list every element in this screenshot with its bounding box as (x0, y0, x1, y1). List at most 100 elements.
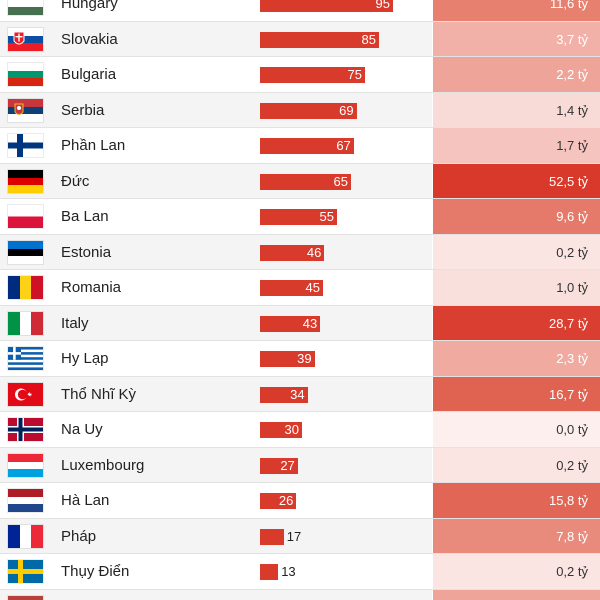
amount-cell: 11,6 tỷ (432, 0, 600, 21)
table-row (0, 589, 600, 600)
amount-value: 3,7 tỷ (556, 31, 588, 47)
amount-cell: 0,2 tỷ (432, 447, 600, 482)
poland-flag-icon (8, 205, 43, 228)
country-name: Phần Lan (61, 137, 126, 154)
table-row: Hungary 95 11,6 tỷ (0, 0, 600, 22)
amount-value: 7,8 tỷ (556, 528, 588, 544)
bar-value-label: 17 (286, 528, 302, 544)
bar-mark (260, 209, 337, 225)
amount-cell: 15,8 tỷ (432, 483, 600, 518)
amount-value: 0,2 tỷ (556, 244, 588, 260)
country-name: Thụy Điển (61, 563, 130, 580)
bar-mark (260, 528, 284, 545)
amount-cell: 0,2 tỷ (432, 554, 600, 589)
bar-mark (260, 564, 279, 580)
table-row: Ba Lan 55 9,6 tỷ (0, 199, 600, 235)
amount-value: 16,7 tỷ (548, 386, 588, 402)
country-name: Đức (61, 172, 90, 190)
bar-value-label: 85 (361, 31, 376, 47)
table-row: Slovakia 85 3,7 tỷ (0, 21, 600, 57)
bar-mark (260, 386, 308, 403)
amount-value: 11,6 tỷ (549, 0, 588, 11)
amount-cell: 3,7 tỷ (432, 21, 600, 56)
amount-value: 2,3 tỷ (556, 351, 588, 366)
bar-value-label: 45 (305, 280, 320, 295)
bar-mark (260, 351, 315, 367)
amount-value: 9,6 tỷ (556, 209, 588, 224)
greece-flag-icon (8, 347, 43, 370)
amount-value: 15,8 tỷ (548, 493, 588, 508)
amount-cell: 28,7 tỷ (432, 305, 600, 340)
bar-mark (260, 138, 354, 154)
serbia-flag-icon (8, 98, 43, 122)
bar-mark (260, 244, 325, 261)
romania-flag-icon (8, 276, 43, 299)
bar-mark (260, 457, 298, 474)
bar-value-label: 65 (333, 173, 348, 189)
bar-value-label: 95 (375, 0, 390, 11)
table-row: Luxembourg 27 0,2 tỷ (0, 447, 600, 483)
amount-cell (432, 589, 600, 600)
amount-cell: 1,7 tỷ (432, 128, 600, 163)
table-row: Estonia 46 0,2 tỷ (0, 234, 600, 270)
bar-value-label: 67 (336, 138, 351, 153)
amount-cell: 16,7 tỷ (432, 376, 600, 411)
table-row: Serbia 69 1,4 tỷ (0, 92, 600, 128)
amount-value: 28,7 tỷ (548, 315, 588, 331)
turkey-flag-icon (8, 382, 43, 406)
amount-value: 0,0 tỷ (556, 422, 588, 437)
bar-mark (260, 280, 323, 296)
amount-cell: 2,3 tỷ (432, 341, 600, 376)
bar-mark (260, 315, 321, 332)
table-row: Hà Lan 26 15,8 tỷ (0, 483, 600, 519)
table-row: Thụy Điển 13 0,2 tỷ (0, 554, 600, 590)
country-name: Estonia (61, 243, 112, 261)
slovakia-flag-icon (8, 27, 43, 51)
country-name: Ba Lan (61, 208, 109, 225)
amount-value: 1,7 tỷ (556, 138, 588, 153)
bar-value-label: 26 (278, 493, 294, 508)
finland-flag-icon (8, 134, 43, 157)
country-name: Romania (61, 279, 122, 296)
bar-mark (260, 422, 302, 438)
bar-value-label: 39 (297, 351, 312, 366)
country-name: Hà Lan (61, 492, 110, 509)
table-row: Thổ Nhĩ Kỳ 34 16,7 tỷ (0, 376, 600, 412)
table-row: Na Uy 30 0,0 tỷ (0, 412, 600, 448)
bar-mark (260, 493, 297, 509)
table-row: Italy 43 28,7 tỷ (0, 305, 600, 341)
germany-flag-icon (8, 169, 43, 193)
amount-cell: 0,2 tỷ (432, 234, 600, 269)
bar-mark (260, 67, 365, 83)
sweden-flag-icon (8, 560, 43, 583)
unknown-flag-icon (8, 595, 43, 600)
table-row: Bulgaria 75 2,2 tỷ (0, 57, 600, 93)
amount-cell: 52,5 tỷ (432, 163, 600, 198)
country-name: Bulgaria (61, 66, 117, 83)
amount-value: 1,0 tỷ (556, 280, 588, 295)
amount-value: 2,2 tỷ (556, 67, 588, 82)
bar-value-label: 13 (281, 564, 296, 579)
country-name: Na Uy (61, 421, 103, 438)
amount-cell: 1,4 tỷ (432, 92, 600, 127)
hungary-flag-icon (8, 0, 43, 15)
bulgaria-flag-icon (8, 63, 43, 86)
bar-mark (260, 173, 351, 190)
table-row: Hy Lạp 39 2,3 tỷ (0, 341, 600, 377)
country-name: Thổ Nhĩ Kỳ (61, 385, 137, 403)
luxembourg-flag-icon (8, 453, 43, 477)
bar-mark (260, 31, 379, 48)
amount-value: 1,4 tỷ (556, 102, 588, 118)
amount-cell: 2,2 tỷ (432, 57, 600, 92)
italy-flag-icon (8, 311, 43, 335)
country-name: Serbia (61, 101, 105, 119)
amount-cell: 1,0 tỷ (432, 270, 600, 305)
france-flag-icon (8, 524, 43, 548)
bar-mark (260, 0, 393, 12)
estonia-flag-icon (8, 240, 43, 264)
bar-mark (260, 102, 357, 119)
amount-cell: 9,6 tỷ (432, 199, 600, 234)
country-name: Hungary (61, 0, 118, 12)
amount-value: 0,2 tỷ (556, 457, 588, 473)
